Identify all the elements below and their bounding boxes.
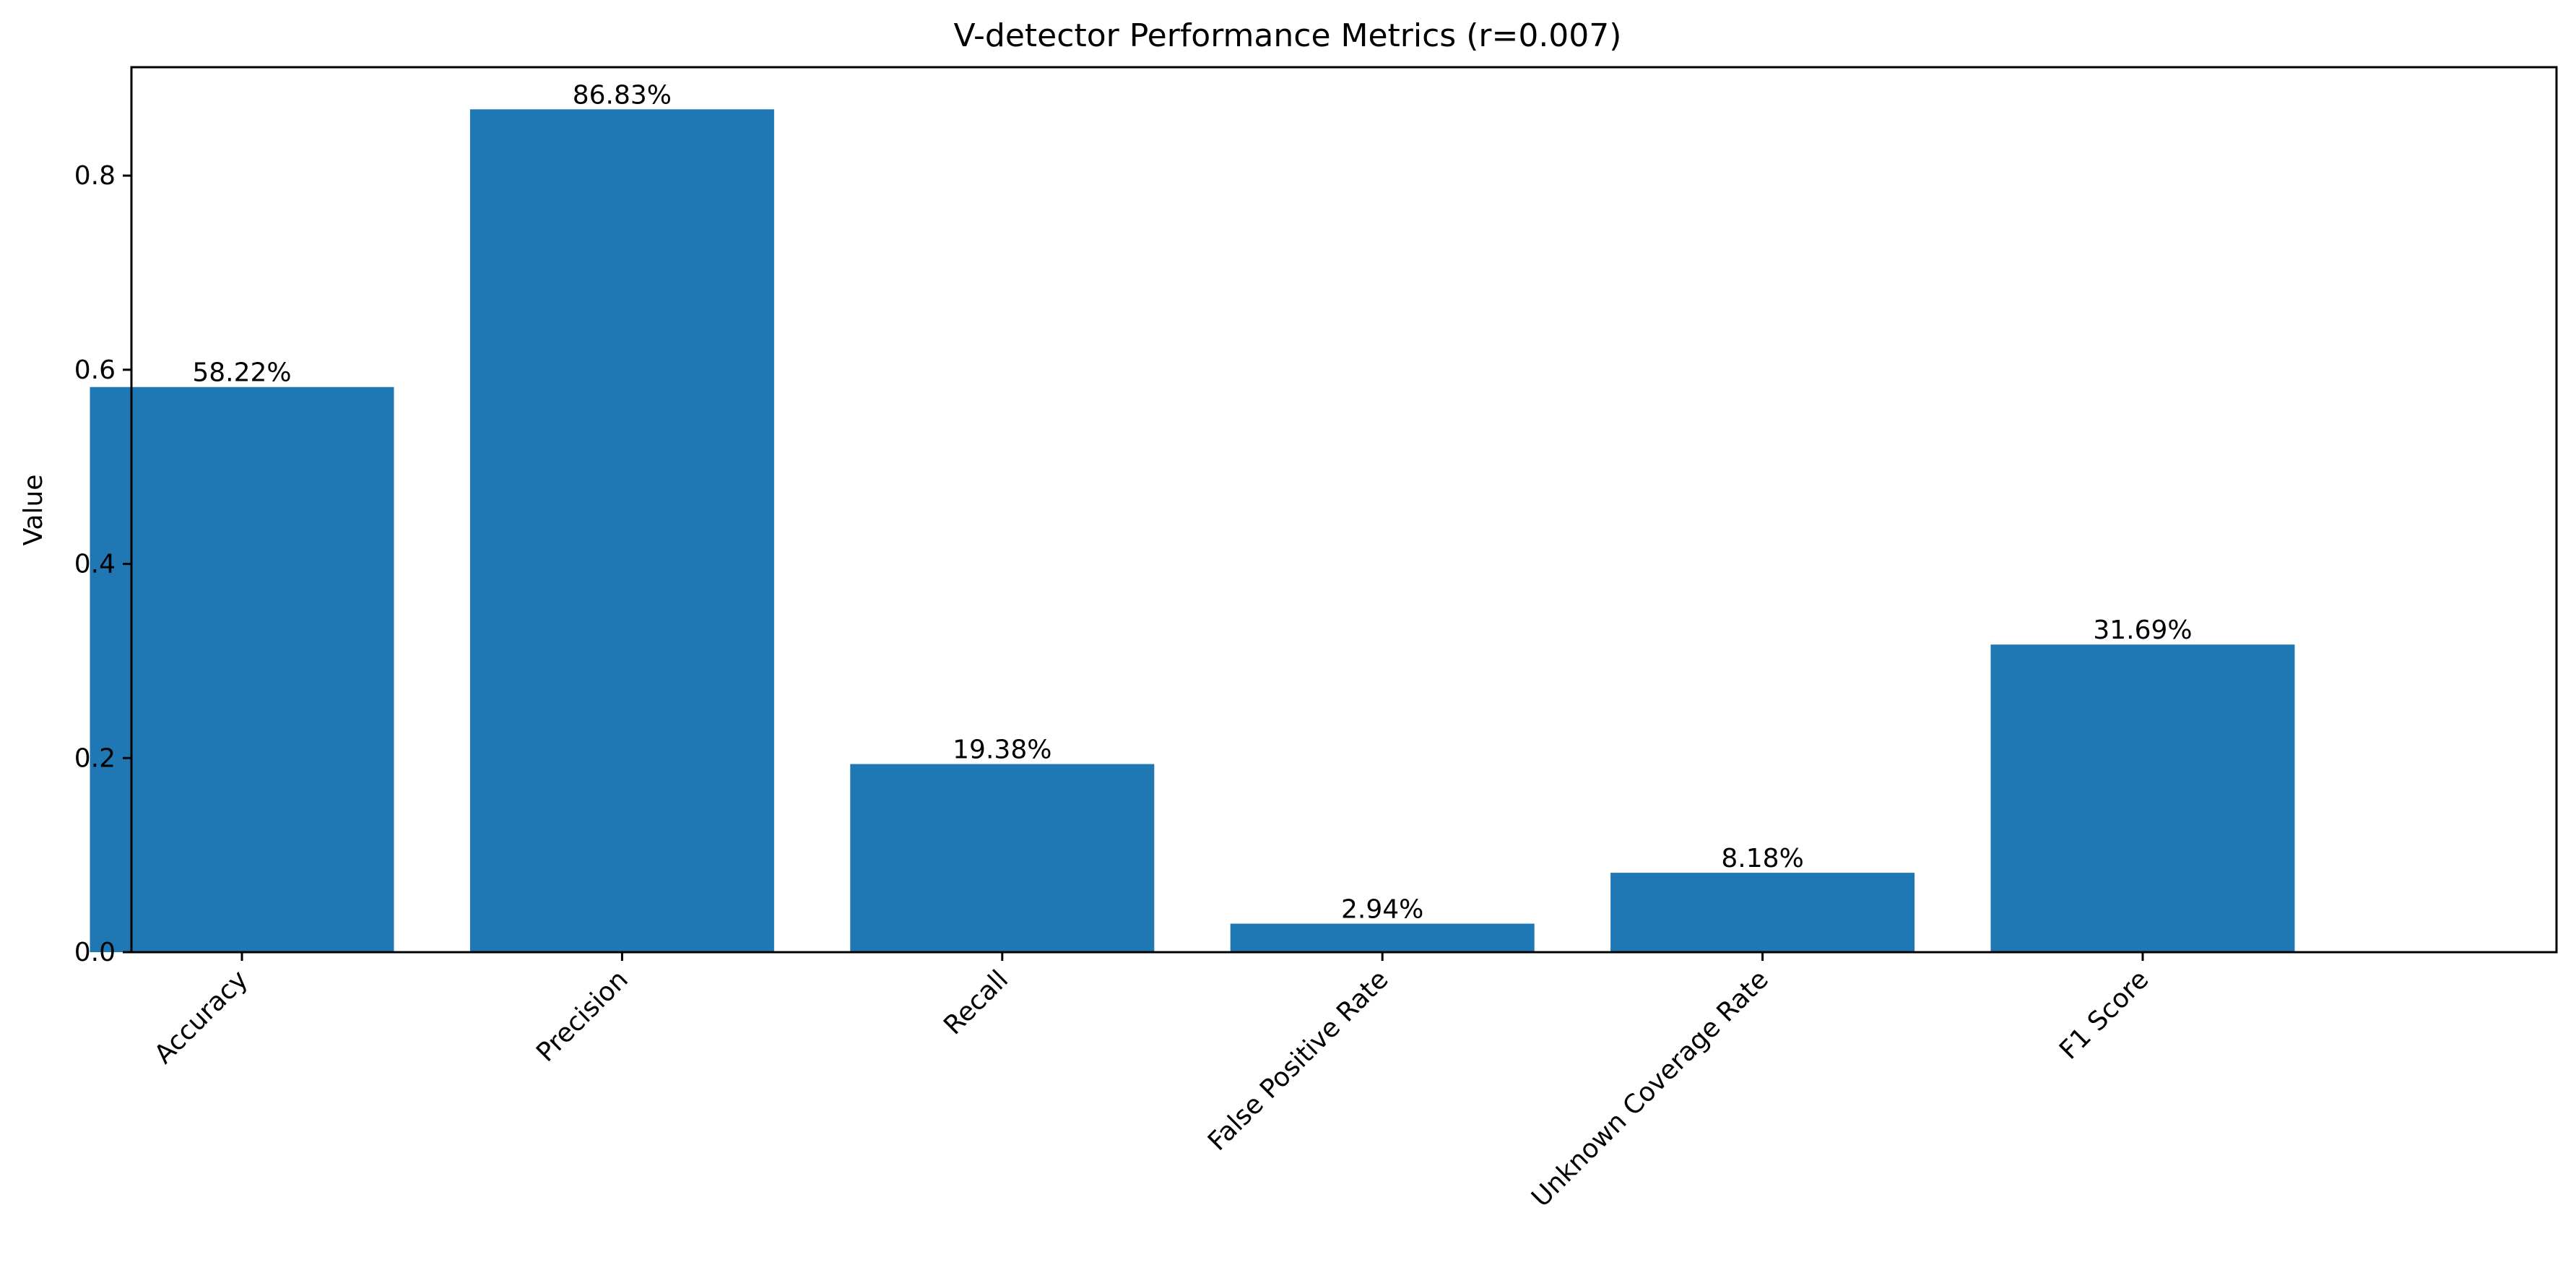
chart-title: V-detector Performance Metrics (r=0.007) — [954, 17, 1622, 54]
y-tick-label: 0.6 — [74, 355, 116, 385]
x-tick-label: False Positive Rate — [1202, 964, 1395, 1157]
bar-accuracy — [90, 387, 394, 952]
data-label: 19.38% — [953, 735, 1051, 765]
bar-f1-score — [1990, 644, 2295, 952]
data-label: 2.94% — [1341, 894, 1423, 924]
data-label: 8.18% — [1721, 844, 1803, 873]
y-tick-label: 0.0 — [74, 938, 116, 967]
y-tick-label: 0.2 — [74, 743, 116, 773]
x-tick-label: Unknown Coverage Rate — [1526, 964, 1774, 1213]
x-tick-label: Recall — [938, 964, 1014, 1040]
y-tick-label: 0.8 — [74, 161, 116, 191]
bar-unknown-coverage-rate — [1610, 873, 1915, 952]
data-label: 58.22% — [192, 358, 291, 388]
x-tick-label: F1 Score — [2054, 964, 2154, 1065]
y-tick-label: 0.4 — [74, 550, 116, 579]
bar-precision — [469, 109, 774, 953]
plot-area-frame — [130, 66, 2558, 954]
y-axis-label: Value — [19, 475, 48, 546]
x-tick-label: Accuracy — [149, 964, 253, 1069]
bar-false-positive-rate — [1230, 923, 1535, 952]
data-label: 31.69% — [2093, 616, 2192, 645]
bar-recall — [850, 764, 1155, 952]
data-label: 86.83% — [573, 80, 672, 110]
data-labels-group: 58.22% 86.83% 19.38% 2.94% 8.18% 31.69% — [192, 80, 2192, 924]
x-axis-ticks: Accuracy Precision Recall False Positive Ra… — [149, 952, 2154, 1213]
x-tick-label: Precision — [531, 964, 634, 1068]
y-axis-ticks: 0.0 0.2 0.4 0.6 0.8 — [74, 161, 131, 967]
bars-group — [90, 109, 2295, 953]
